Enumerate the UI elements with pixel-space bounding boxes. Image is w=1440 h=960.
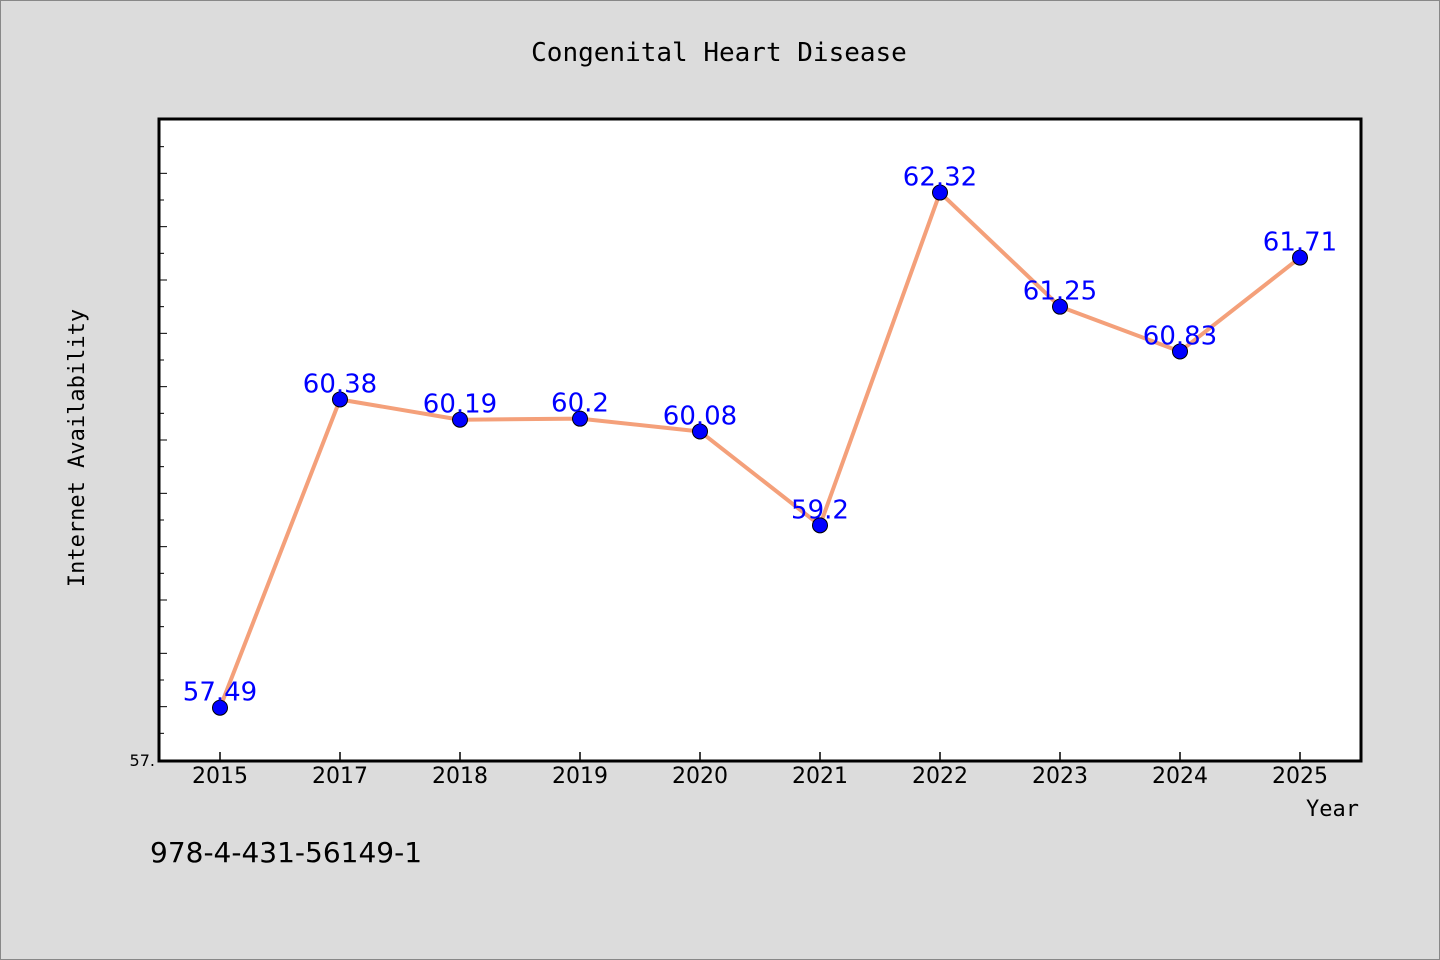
x-tick-label: 2025 — [1272, 764, 1328, 789]
data-label: 60.2 — [551, 389, 609, 419]
y-axis-title: Internet Availability — [65, 309, 90, 587]
x-tick-label: 2022 — [912, 764, 968, 789]
data-label: 60.83 — [1143, 321, 1217, 351]
series-layer: 57.49 60.38 60.19 60.2 60.08 59.2 62.32 61.25 60… — [183, 163, 1337, 716]
data-label: 60.08 — [663, 401, 737, 431]
x-tick-label: 2015 — [192, 764, 248, 789]
x-tick-label: 2018 — [432, 764, 488, 789]
data-label: 61.25 — [1023, 277, 1097, 307]
isbn-annotation: 978-4-431-56149-1 — [150, 836, 422, 869]
data-point — [452, 411, 468, 428]
plot-area — [157, 117, 1363, 763]
series-line — [218, 190, 1302, 710]
data-label: 57.49 — [183, 678, 257, 708]
x-tick-label: 2021 — [792, 764, 848, 789]
x-axis-ticks: 2015 2017 2018 2019 2020 2021 2022 2023 2024 2025 — [192, 752, 1328, 789]
x-tick-label: 2020 — [672, 764, 728, 789]
x-tick-label: 2023 — [1032, 764, 1088, 789]
data-point — [572, 410, 588, 427]
chart-title: Congenital Heart Disease — [531, 38, 907, 68]
data-point — [932, 184, 948, 201]
data-point — [1292, 249, 1308, 266]
data-label: 61.71 — [1263, 228, 1337, 258]
x-tick-label: 2019 — [552, 764, 608, 789]
data-point — [692, 423, 708, 440]
data-point — [1052, 298, 1068, 315]
x-tick-label: 2024 — [1152, 764, 1208, 789]
data-point — [1172, 343, 1188, 360]
data-label: 60.38 — [303, 369, 377, 399]
data-point — [212, 699, 228, 716]
y-tick-label: 57. — [130, 751, 155, 770]
x-axis-title: Year — [1306, 797, 1359, 822]
data-label: 60.19 — [423, 390, 497, 420]
data-label: 62.32 — [903, 163, 977, 193]
data-point — [812, 517, 828, 534]
x-tick-label: 2017 — [312, 764, 368, 789]
y-axis-ticks — [160, 146, 167, 734]
data-point — [332, 391, 348, 408]
data-label: 59.2 — [791, 495, 849, 525]
